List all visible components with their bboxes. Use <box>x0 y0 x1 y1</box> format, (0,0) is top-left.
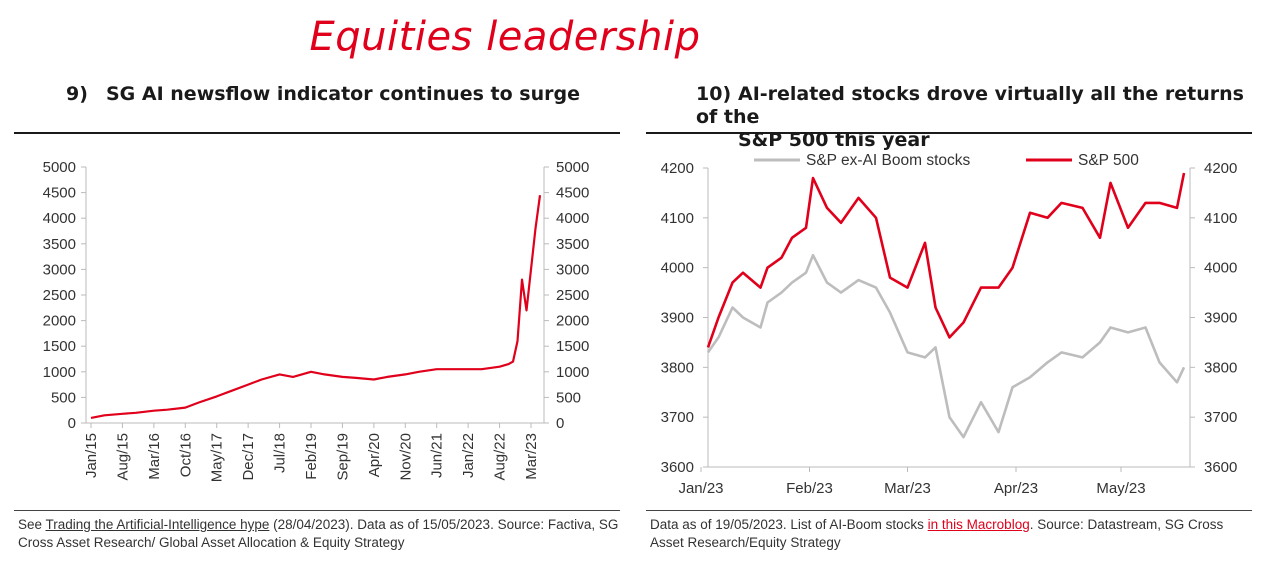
y-tick-label-right: 4500 <box>556 185 589 202</box>
x-tick-label: Feb/23 <box>786 480 833 497</box>
y-tick-label-left: 4200 <box>661 160 694 177</box>
x-tick-label: Feb/19 <box>303 433 320 480</box>
x-tick-label: Aug/22 <box>492 433 509 481</box>
x-tick-label: Mar/23 <box>523 433 540 480</box>
x-tick-label: Nov/20 <box>397 433 414 481</box>
right-footer-pre: Data as of 19/05/2023. List of AI-Boom s… <box>650 517 928 532</box>
y-tick-label-right: 4100 <box>1204 210 1237 227</box>
newsflow-series-line <box>90 195 542 419</box>
right-footer: Data as of 19/05/2023. List of AI-Boom s… <box>650 516 1250 552</box>
y-tick-label-right: 4000 <box>556 210 589 227</box>
y-tick-label-right: 1500 <box>556 338 589 355</box>
left-panel-title-text: SG AI newsflow indicator continues to su… <box>106 83 580 105</box>
y-tick-label-right: 0 <box>556 415 564 432</box>
ex-ai-series-line <box>706 253 1186 439</box>
left-panel-rule <box>14 132 620 134</box>
right-panel-number: 10) <box>696 83 732 105</box>
right-footer-post: . Source: Datastream, SG Cross Asset Res… <box>650 517 1224 550</box>
y-tick-label-left: 4500 <box>43 185 76 202</box>
y-tick-label-left: 3600 <box>661 459 694 476</box>
y-tick-label-right: 4000 <box>1204 260 1237 277</box>
left-footer-link[interactable]: Trading the Artificial-Intelligence hype <box>45 517 270 532</box>
right-panel-rule <box>646 132 1252 134</box>
newsflow-chart: 0 0 500 500 1000 1000 1500 1500 2000 2000 2500 2500… <box>43 159 590 482</box>
left-footer-rule <box>14 510 620 511</box>
x-tick-label: Apr/20 <box>366 433 383 477</box>
x-tick-label: Oct/16 <box>177 433 194 477</box>
y-tick-label-right: 4200 <box>1204 160 1237 177</box>
right-panel-title-line1: AI-related stocks drove virtually all th… <box>696 83 1244 128</box>
x-tick-label: Aug/15 <box>114 433 131 481</box>
x-tick-label: Jan/22 <box>460 433 477 478</box>
left-panel-title: 9) SG AI newsflow indicator continues to … <box>66 83 580 106</box>
x-tick-label: Mar/23 <box>884 480 931 497</box>
page-title: Equities leadership <box>309 14 701 60</box>
legend-label-ex-ai: S&P ex-AI Boom stocks <box>806 152 970 169</box>
y-tick-label-right: 3800 <box>1204 359 1237 376</box>
x-tick-label: May/17 <box>209 433 226 482</box>
x-tick-label: Mar/16 <box>146 433 163 480</box>
y-tick-label-left: 3700 <box>661 409 694 426</box>
y-tick-label-right: 3000 <box>556 261 589 278</box>
x-tick-label: Apr/23 <box>994 480 1038 497</box>
right-footer-rule <box>646 510 1252 511</box>
left-panel-number: 9) <box>66 83 88 105</box>
y-tick-label-left: 3900 <box>661 310 694 327</box>
x-tick-label: Jul/18 <box>272 433 289 473</box>
x-tick-label: Jan/23 <box>678 480 723 497</box>
y-tick-label-left: 4100 <box>661 210 694 227</box>
sp500-chart: 3600 3600 3700 3700 3800 3800 3900 3900 4000 4000… <box>661 152 1238 497</box>
y-tick-label-right: 3600 <box>1204 459 1237 476</box>
y-tick-label-right: 3700 <box>1204 409 1237 426</box>
y-tick-label-right: 3900 <box>1204 310 1237 327</box>
y-tick-label-left: 500 <box>51 389 76 406</box>
x-tick-label: Sep/19 <box>334 433 351 481</box>
x-tick-label: Jun/21 <box>429 433 446 478</box>
y-tick-label-left: 1500 <box>43 338 76 355</box>
y-tick-label-right: 2000 <box>556 313 589 330</box>
y-tick-label-left: 2000 <box>43 313 76 330</box>
y-tick-label-left: 4000 <box>661 260 694 277</box>
y-tick-label-left: 3000 <box>43 261 76 278</box>
left-footer: See Trading the Artificial-Intelligence … <box>18 516 622 552</box>
y-tick-label-left: 3500 <box>43 236 76 253</box>
y-tick-label-left: 1000 <box>43 364 76 381</box>
y-tick-label-right: 1000 <box>556 364 589 381</box>
y-tick-label-left: 5000 <box>43 159 76 176</box>
y-tick-label-right: 2500 <box>556 287 589 304</box>
left-footer-pre: See <box>18 517 46 532</box>
y-tick-label-right: 500 <box>556 389 581 406</box>
y-tick-label-left: 0 <box>68 415 76 432</box>
left-footer-post: (28/04/2023). Data as of 15/05/2023. Sou… <box>18 517 619 550</box>
y-tick-label-left: 2500 <box>43 287 76 304</box>
y-tick-label-left: 3800 <box>661 359 694 376</box>
x-tick-label: Dec/17 <box>240 433 257 481</box>
sp500-series-line <box>706 172 1186 348</box>
right-panel-title: 10) AI-related stocks drove virtually all… <box>696 83 1266 152</box>
y-tick-label-right: 5000 <box>556 159 589 176</box>
right-footer-link[interactable]: in this Macroblog <box>927 517 1030 532</box>
legend-label-sp500: S&P 500 <box>1078 152 1139 169</box>
y-tick-label-left: 4000 <box>43 210 76 227</box>
x-tick-label: May/23 <box>1096 480 1145 497</box>
right-panel-title-line2: S&P 500 this year <box>738 129 930 151</box>
y-tick-label-right: 3500 <box>556 236 589 253</box>
x-tick-label: Jan/15 <box>83 433 100 478</box>
